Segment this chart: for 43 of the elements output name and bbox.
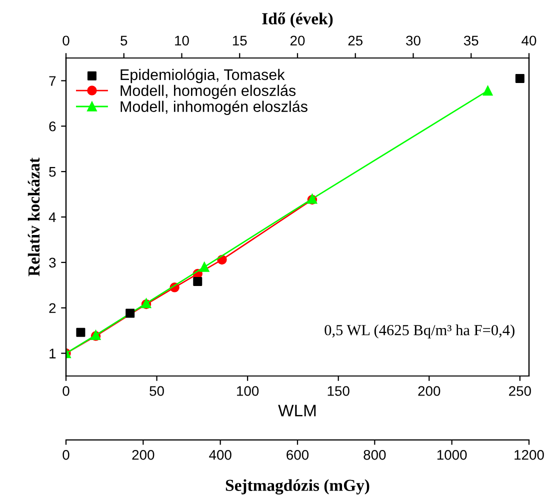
point [76,328,86,337]
x2-tick-label: 35 [464,36,478,46]
y-tick-label: 3 [49,258,56,268]
text: 600 [286,450,309,460]
x2-tick-label: 30 [406,36,420,46]
legend-label: Modell, homogén eloszlás [120,84,296,100]
point [515,74,524,83]
text: 0 [62,450,70,460]
annotation: 0,5 WL (4625 Bq/m³ ha F=0,4) [324,324,514,338]
text: 1200 [514,450,544,460]
y-tick-label: 2 [49,303,56,313]
y-tick-label: 1 [50,348,56,358]
x-tick-label: 0 [62,386,70,396]
x2-axis-title: Idő (évek) [262,12,333,28]
y-tick-label: 5 [49,167,56,177]
legend-label: Epidemiológia, Tomasek [120,68,285,84]
point [193,277,202,286]
x-tick-label: 50 [150,386,164,396]
text: 400 [209,450,232,460]
legend-label: Modell, inhomogén eloszlás [120,100,308,116]
y-tick-label: 7 [49,76,56,86]
x2-tick-label: 0 [62,36,70,46]
point [126,308,135,318]
y-tick-label: 6 [49,121,56,132]
text: 200 [132,450,154,460]
text: 1000 [437,450,467,460]
text: 800 [364,450,386,460]
x2-tick-label: 25 [348,36,363,46]
x2-tick-label: 15 [232,36,247,46]
y-axis-title: Relatív kockázat [28,158,40,276]
x-tick-label: 200 [418,386,440,396]
x2-tick-label: 20 [290,36,305,46]
x2-tick-label: 10 [175,36,189,46]
y-tick-label: 4 [48,212,56,222]
text: Sejtmagdózis (mGy) [226,479,370,494]
x-axis-title: WLM [278,404,316,416]
point [199,262,210,272]
x-tick-label: 250 [509,386,531,396]
x2-tick-label: 5 [120,36,128,46]
x-tick-label: 150 [328,386,350,396]
x-tick-label: 100 [237,386,259,396]
point [482,86,493,96]
x2-tick-label: 40 [522,36,536,46]
